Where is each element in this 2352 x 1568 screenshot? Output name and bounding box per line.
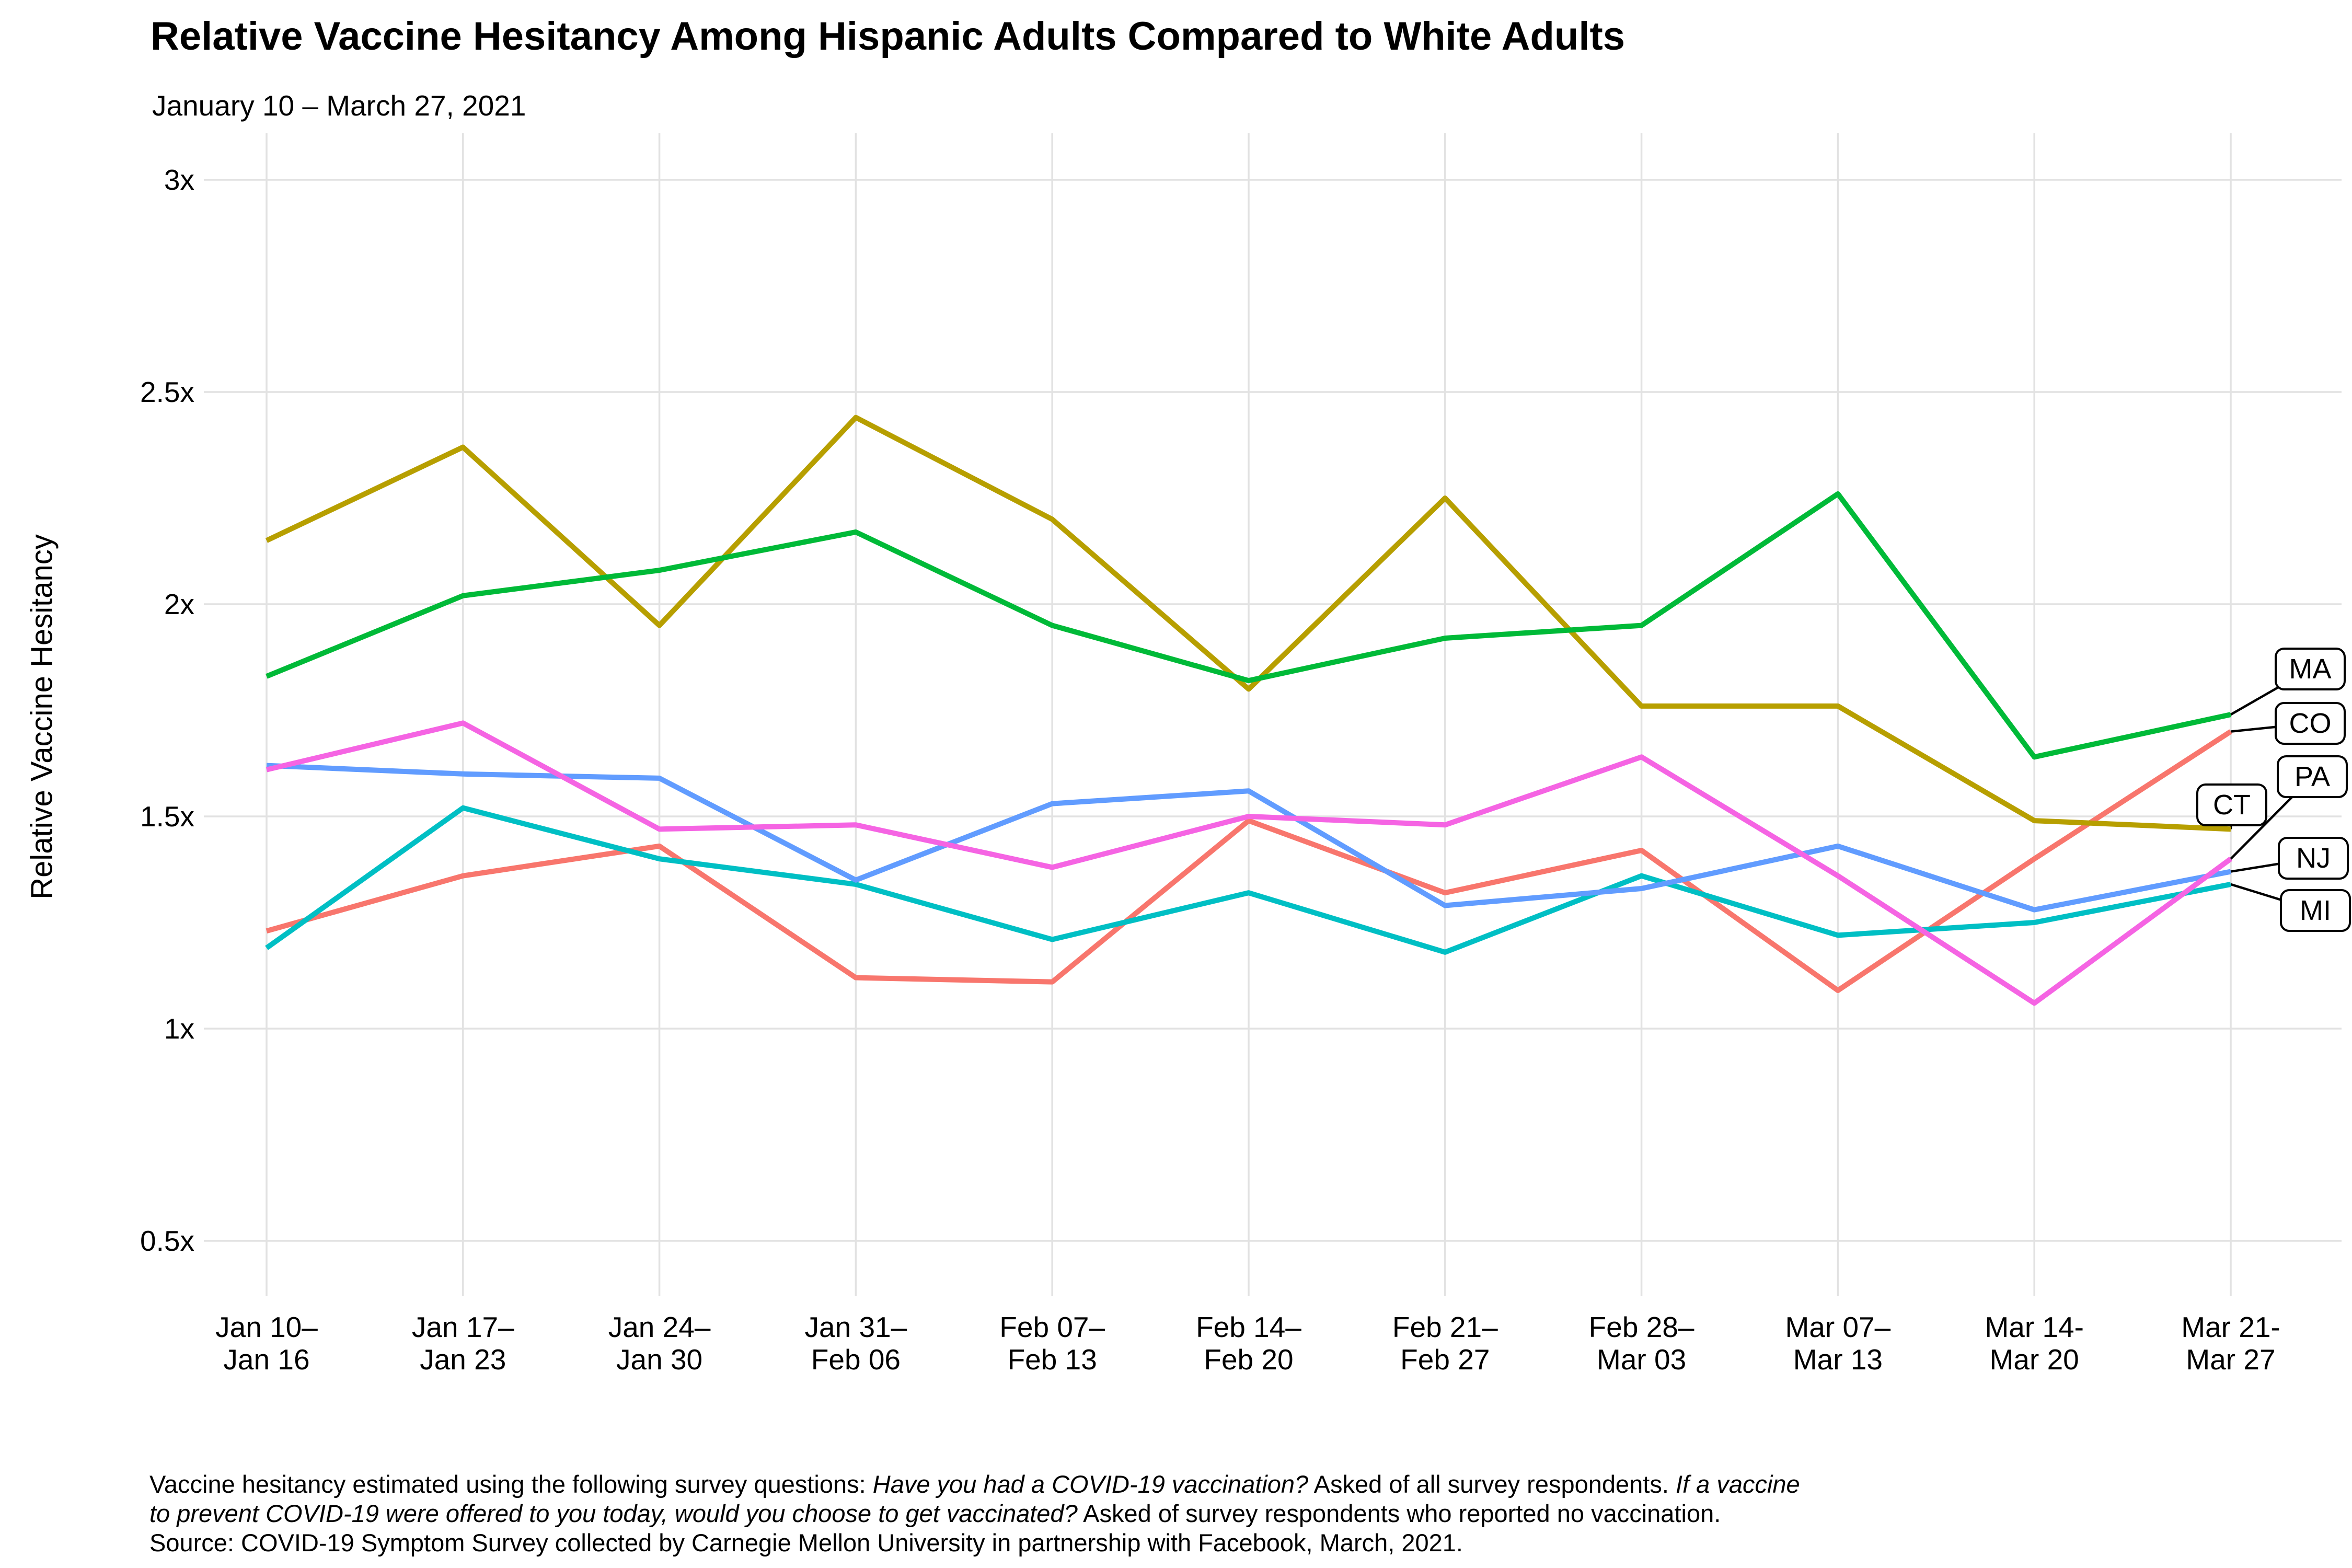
series-end-label-CT: CT bbox=[2196, 783, 2267, 826]
x-tick-label: Mar 07– Mar 13 bbox=[1785, 1311, 1891, 1376]
caption-line: Vaccine hesitancy estimated using the fo… bbox=[149, 1470, 1800, 1499]
gridlines bbox=[204, 133, 2342, 1296]
y-tick-label: 1x bbox=[164, 1012, 194, 1045]
x-tick-label: Jan 24– Jan 30 bbox=[608, 1311, 711, 1376]
series-line-PA bbox=[266, 720, 2232, 1006]
caption: Vaccine hesitancy estimated using the fo… bbox=[149, 1470, 1800, 1558]
series-line-CO bbox=[266, 729, 2232, 993]
series-end-label-MI: MI bbox=[2280, 889, 2351, 932]
chart-subtitle: January 10 – March 27, 2021 bbox=[152, 89, 526, 122]
caption-line: to prevent COVID-19 were offered to you … bbox=[149, 1499, 1800, 1528]
chart-title: Relative Vaccine Hesitancy Among Hispani… bbox=[151, 14, 1625, 59]
caption-text: Asked of all survey respondents. bbox=[1308, 1470, 1676, 1498]
x-tick-label: Feb 21– Feb 27 bbox=[1392, 1311, 1498, 1376]
series-end-label-NJ: NJ bbox=[2278, 837, 2349, 880]
series-line-MI bbox=[265, 805, 2231, 955]
y-tick-label: 3x bbox=[164, 164, 194, 196]
caption-survey-question: If a vaccine bbox=[1675, 1470, 1800, 1498]
caption-survey-question: Have you had a COVID-19 vaccination? bbox=[872, 1470, 1309, 1498]
y-tick-label: 1.5x bbox=[140, 800, 194, 833]
series-line-NJ bbox=[266, 763, 2231, 913]
x-tick-label: Jan 31– Feb 06 bbox=[804, 1311, 907, 1376]
x-tick-label: Jan 10– Jan 16 bbox=[215, 1311, 318, 1376]
x-tick-label: Feb 28– Mar 03 bbox=[1588, 1311, 1694, 1376]
series-lines bbox=[265, 414, 2232, 1006]
series-end-label-MA: MA bbox=[2275, 648, 2346, 690]
series-end-label-PA: PA bbox=[2277, 755, 2348, 798]
y-tick-label: 2x bbox=[164, 588, 194, 620]
caption-text: Asked of survey respondents who reported… bbox=[1077, 1500, 1721, 1527]
x-tick-label: Feb 14– Feb 20 bbox=[1196, 1311, 1301, 1376]
series-line-CT bbox=[265, 414, 2231, 832]
series-line-MA bbox=[266, 491, 2232, 760]
series-end-label-CO: CO bbox=[2275, 702, 2346, 745]
y-tick-label: 0.5x bbox=[140, 1225, 194, 1257]
x-tick-label: Mar 14- Mar 20 bbox=[1985, 1311, 2084, 1376]
caption-text: Vaccine hesitancy estimated using the fo… bbox=[149, 1470, 873, 1498]
x-tick-label: Mar 21- Mar 27 bbox=[2181, 1311, 2280, 1376]
x-tick-label: Feb 07– Feb 13 bbox=[999, 1311, 1105, 1376]
caption-text: Source: COVID-19 Symptom Survey collecte… bbox=[149, 1529, 1463, 1557]
y-tick-label: 2.5x bbox=[140, 376, 194, 408]
caption-line: Source: COVID-19 Symptom Survey collecte… bbox=[149, 1528, 1800, 1558]
x-tick-label: Jan 17– Jan 23 bbox=[411, 1311, 514, 1376]
caption-survey-question: to prevent COVID-19 were offered to you … bbox=[149, 1500, 1078, 1527]
